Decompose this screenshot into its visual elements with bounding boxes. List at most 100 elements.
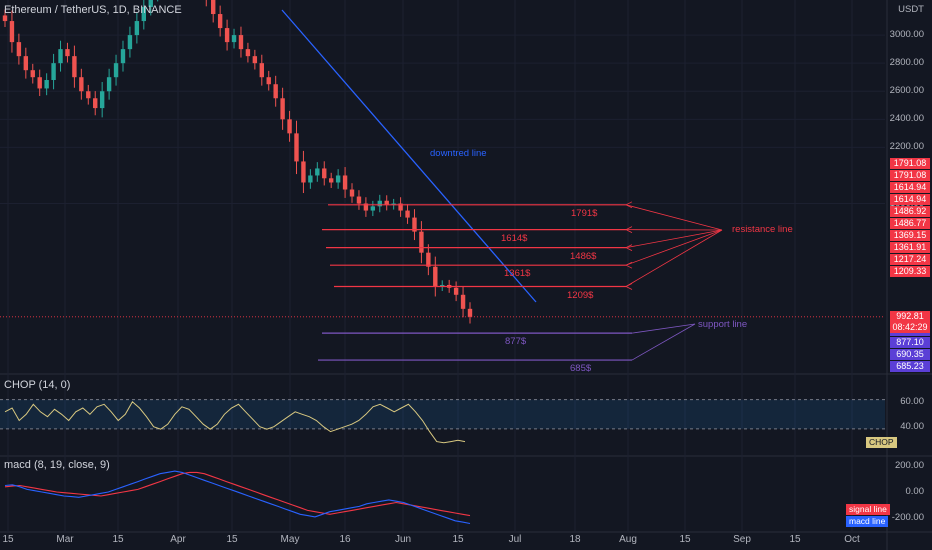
x-tick-label: Oct: [844, 534, 860, 545]
price-tag: 1369.15: [890, 230, 930, 241]
resistance-price-label: 1791$: [571, 207, 598, 219]
macd-indicator-label: macd (8, 19, close, 9): [4, 459, 110, 471]
candle-body: [93, 98, 98, 109]
resistance-price-label: 1209$: [567, 289, 594, 301]
candle-body: [245, 49, 251, 57]
candle-body: [335, 175, 341, 183]
candle-body: [148, 0, 153, 8]
x-tick-label: 15: [226, 534, 238, 545]
candle-body: [287, 119, 292, 134]
y-tick-label: 2200.00: [889, 141, 924, 153]
x-tick-label: 15: [452, 534, 464, 545]
candle-body: [398, 203, 403, 211]
price-tag: 1486.77: [890, 218, 930, 229]
candle-body: [238, 35, 244, 50]
candle-body: [453, 287, 459, 295]
candle-body: [467, 308, 473, 317]
price-tag: 1614.94: [890, 182, 930, 193]
candle-body: [426, 252, 431, 267]
price-pane[interactable]: [0, 0, 885, 361]
candle-body: [308, 175, 313, 183]
resistance-price-label: 1486$: [570, 250, 597, 262]
candle-body: [433, 266, 438, 287]
resistance-label: resistance line: [732, 224, 793, 235]
x-tick-label: May: [280, 534, 300, 545]
candle-body: [23, 56, 29, 71]
price-tag: 1614.94: [890, 194, 930, 205]
macd-y-tick: 200.00: [894, 459, 924, 471]
candle-body: [65, 49, 70, 57]
chop-pane[interactable]: [0, 399, 885, 444]
price-tag: 685.23: [890, 361, 930, 372]
candle-body: [2, 15, 8, 22]
x-tick-label: 16: [339, 534, 351, 545]
candle-body: [44, 80, 49, 89]
candle-body: [301, 161, 306, 183]
resistance-arrow: [625, 229, 723, 249]
price-tag: 1486.92: [890, 206, 930, 217]
macd-legend: macd line: [846, 516, 889, 527]
support-price-label: 877$: [505, 336, 527, 348]
resistance-arrowhead: [625, 201, 633, 209]
candle-body: [363, 203, 369, 211]
chop-y-tick: 40.00: [900, 420, 924, 432]
candle-body: [328, 178, 334, 183]
macd-line: [4, 470, 471, 525]
signal-legend: signal line: [846, 504, 890, 515]
candle-body: [252, 56, 258, 64]
candle-body: [356, 196, 362, 204]
candle-body: [30, 70, 35, 78]
candle-body: [460, 294, 466, 309]
x-tick-label: Jul: [508, 534, 522, 545]
price-tag: 690.35: [890, 349, 930, 360]
price-tag: 1209.33: [890, 266, 930, 277]
x-tick-label: Mar: [56, 534, 74, 545]
support-arrow: [631, 323, 696, 361]
candle-body: [412, 217, 417, 232]
candle-body: [127, 35, 133, 50]
candle-body: [342, 175, 348, 190]
resistance-arrowhead: [625, 261, 633, 269]
candle-body: [72, 56, 77, 78]
support-price-label: 685$: [570, 363, 592, 375]
candle-body: [231, 35, 237, 43]
x-tick-label: 15: [112, 534, 124, 545]
resistance-price-label: 1614$: [501, 232, 528, 244]
chop-indicator-label: CHOP (14, 0): [4, 379, 71, 391]
y-tick-label: 2600.00: [889, 85, 924, 97]
price-tag: 1791.08: [890, 158, 930, 169]
price-tag: 1361.91: [890, 242, 930, 253]
support-label: support line: [698, 319, 748, 330]
candle-body: [259, 63, 264, 78]
resistance-arrowhead: [625, 244, 633, 251]
candle-body: [266, 77, 271, 85]
candle-body: [419, 231, 424, 253]
countdown-tag: 08:42:29: [890, 321, 930, 333]
candle-body: [120, 49, 126, 64]
x-tick-label: 15: [2, 534, 14, 545]
candle-body: [405, 210, 410, 218]
candle-body: [440, 284, 445, 287]
candle-body: [37, 77, 42, 89]
candle-body: [106, 77, 112, 92]
macd-y-tick: -200.00: [891, 512, 924, 524]
candle-body: [99, 91, 105, 109]
candle-body: [315, 168, 320, 176]
macd-pane[interactable]: [4, 470, 471, 525]
resistance-price-label: 1361$: [504, 268, 531, 280]
chop-legend: CHOP: [866, 437, 897, 448]
resistance-arrowhead: [625, 283, 633, 290]
x-tick-label: Sep: [733, 534, 751, 545]
candle-body: [211, 0, 216, 15]
price-tag: 1791.08: [890, 170, 930, 181]
chop-band: [0, 399, 885, 429]
candle-body: [141, 7, 147, 22]
candle-body: [280, 98, 285, 120]
candle-body: [224, 28, 230, 43]
candle-body: [384, 200, 389, 205]
candle-body: [86, 91, 91, 99]
candle-body: [79, 77, 84, 92]
